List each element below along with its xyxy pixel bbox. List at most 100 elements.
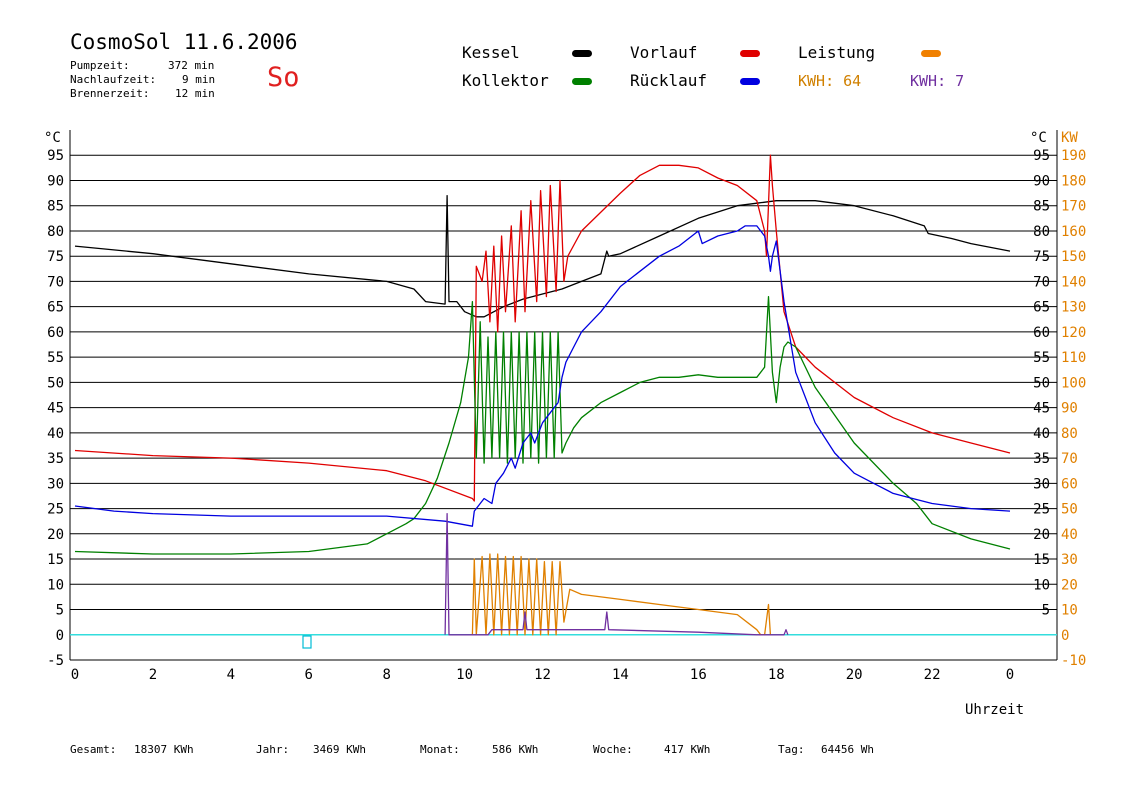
y-tick-left: 90 xyxy=(47,173,64,189)
y-tick-left: 70 xyxy=(47,274,64,290)
y-tick-kw: 120 xyxy=(1061,325,1086,341)
y-tick-kw: 10 xyxy=(1061,603,1078,619)
legend-label-kollektor: Kollektor xyxy=(462,71,549,90)
series-brenner xyxy=(444,512,789,636)
series-kollektor xyxy=(74,295,1011,555)
x-tick: 18 xyxy=(768,667,785,683)
y-tick-kw: 180 xyxy=(1061,173,1086,189)
y-tick-left: 20 xyxy=(47,527,64,543)
y-tick-right: 35 xyxy=(1033,451,1050,467)
footer-tag-label: Tag: xyxy=(778,743,805,756)
y-tick-kw: 110 xyxy=(1061,350,1086,366)
legend-swatch-ruecklauf xyxy=(740,78,760,85)
series-leistung xyxy=(471,553,772,636)
y-axis-unit-right: °C xyxy=(1030,130,1047,146)
x-tick: 8 xyxy=(382,667,390,683)
x-tick: 4 xyxy=(227,667,235,683)
y-tick-kw: -10 xyxy=(1061,653,1086,669)
y-tick-right: 50 xyxy=(1033,375,1050,391)
y-axis-unit-kw: KW xyxy=(1061,130,1078,146)
y-tick-left: 5 xyxy=(56,603,64,619)
stat-pumpzeit-label: Pumpzeit: xyxy=(70,59,130,72)
chart-grid xyxy=(69,130,1058,661)
footer-monat-value: 586 KWh xyxy=(492,743,539,756)
y-tick-kw: 70 xyxy=(1061,451,1078,467)
y-tick-kw: 170 xyxy=(1061,199,1086,215)
y-tick-left: 80 xyxy=(47,224,64,240)
x-tick: 0 xyxy=(71,667,79,683)
y-tick-kw: 0 xyxy=(1061,628,1069,644)
legend-swatch-kessel xyxy=(572,50,592,57)
kwh-solar: KWH: 64 xyxy=(798,72,862,90)
y-tick-kw: 160 xyxy=(1061,224,1086,240)
y-tick-right: 65 xyxy=(1033,300,1050,316)
cursor-marker xyxy=(302,635,312,649)
app-title: CosmoSol 11.6.2006 xyxy=(70,30,298,54)
y-tick-right: 45 xyxy=(1033,401,1050,417)
y-tick-left: 95 xyxy=(47,148,64,164)
y-tick-right: 5 xyxy=(1042,603,1050,619)
y-tick-kw: 190 xyxy=(1061,148,1086,164)
y-tick-left: 75 xyxy=(47,249,64,265)
footer-monat-label: Monat: xyxy=(420,743,460,756)
legend-swatch-kollektor xyxy=(572,78,592,85)
stat-brennerzeit-value: 12 min xyxy=(175,87,215,100)
stat-nachlaufzeit-label: Nachlaufzeit: xyxy=(70,73,157,86)
y-tick-right: 80 xyxy=(1033,224,1050,240)
series-vorlauf xyxy=(74,154,1011,502)
y-tick-left: 25 xyxy=(47,502,64,518)
y-tick-left: 45 xyxy=(47,401,64,417)
y-tick-kw: 90 xyxy=(1061,401,1078,417)
y-tick-left: 15 xyxy=(47,552,64,568)
x-tick: 2 xyxy=(149,667,157,683)
y-tick-left: 50 xyxy=(47,375,64,391)
y-tick-kw: 140 xyxy=(1061,274,1086,290)
footer-woche-label: Woche: xyxy=(593,743,633,756)
y-tick-kw: 60 xyxy=(1061,476,1078,492)
series-rücklauf xyxy=(74,225,1011,527)
y-tick-right: 25 xyxy=(1033,502,1050,518)
x-tick: 10 xyxy=(456,667,473,683)
y-tick-right: 40 xyxy=(1033,426,1050,442)
y-tick-kw: 20 xyxy=(1061,577,1078,593)
x-tick: 12 xyxy=(534,667,551,683)
y-tick-left: 55 xyxy=(47,350,64,366)
y-tick-kw: 80 xyxy=(1061,426,1078,442)
y-tick-kw: 130 xyxy=(1061,300,1086,316)
legend-label-ruecklauf: Rücklauf xyxy=(630,71,708,90)
kwh-burner: KWH: 7 xyxy=(910,72,965,90)
footer-gesamt-label: Gesamt: xyxy=(70,743,117,756)
chart-ticks: 95908580757065605550454035302520151050-5… xyxy=(47,148,1086,683)
y-tick-left: 60 xyxy=(47,325,64,341)
y-tick-right: 90 xyxy=(1033,173,1050,189)
stat-nachlaufzeit-value: 9 min xyxy=(182,73,216,86)
y-tick-right: 60 xyxy=(1033,325,1050,341)
y-tick-kw: 40 xyxy=(1061,527,1078,543)
y-tick-right: 75 xyxy=(1033,249,1050,265)
x-tick: 16 xyxy=(690,667,707,683)
y-tick-left: 10 xyxy=(47,577,64,593)
y-tick-right: 55 xyxy=(1033,350,1050,366)
footer-tag-value: 64456 Wh xyxy=(821,743,874,756)
y-tick-right: 30 xyxy=(1033,476,1050,492)
y-tick-right: 95 xyxy=(1033,148,1050,164)
y-tick-left: 0 xyxy=(56,628,64,644)
legend-swatch-leistung xyxy=(921,50,941,57)
footer-jahr-value: 3469 KWh xyxy=(313,743,366,756)
series-kessel xyxy=(74,194,1011,318)
y-tick-left: 40 xyxy=(47,426,64,442)
y-tick-right: 15 xyxy=(1033,552,1050,568)
legend-label-leistung: Leistung xyxy=(798,43,876,62)
x-tick: 6 xyxy=(305,667,313,683)
x-tick: 14 xyxy=(612,667,629,683)
x-tick: 22 xyxy=(924,667,941,683)
y-tick-left: 65 xyxy=(47,300,64,316)
legend-label-vorlauf: Vorlauf xyxy=(630,43,698,62)
footer-jahr-label: Jahr: xyxy=(256,743,290,756)
stat-brennerzeit-label: Brennerzeit: xyxy=(70,87,150,100)
chart-lines xyxy=(70,154,1057,636)
footer-gesamt-value: 18307 KWh xyxy=(134,743,194,756)
y-tick-left: 30 xyxy=(47,476,64,492)
y-tick-kw: 30 xyxy=(1061,552,1078,568)
